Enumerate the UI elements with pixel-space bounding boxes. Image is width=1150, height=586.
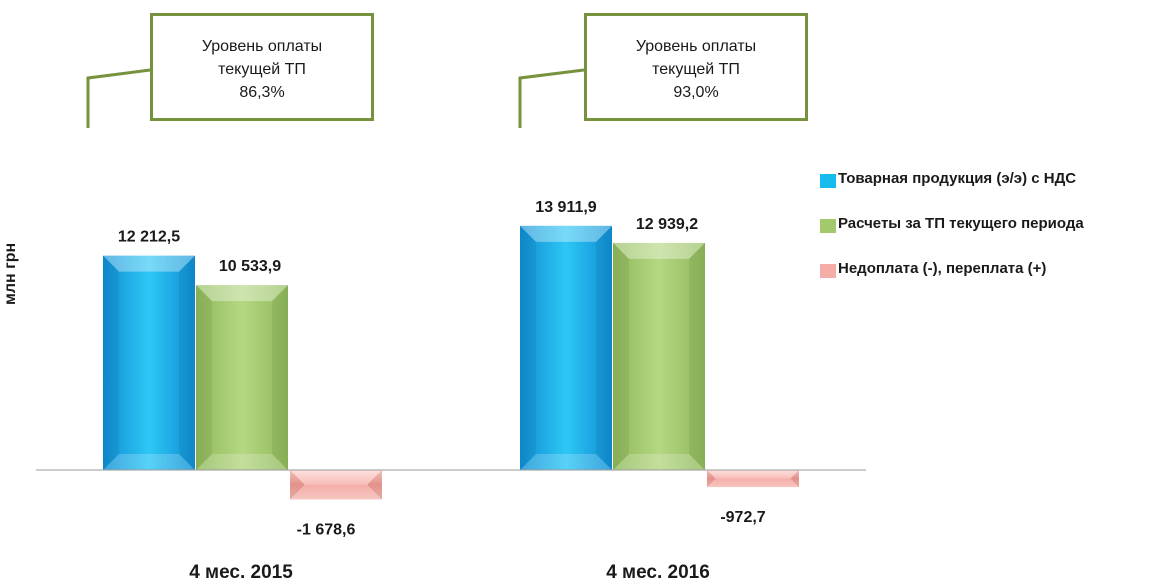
- data-label: 10 533,9: [219, 258, 281, 275]
- bar: [103, 255, 195, 470]
- callout-line: Уровень оплаты: [201, 38, 323, 55]
- legend-swatch: [820, 219, 836, 233]
- legend-label: Товарная продукция (э/э) с НДС: [838, 170, 1077, 187]
- callout-line: текущей ТП: [218, 61, 306, 78]
- bar: [613, 242, 705, 470]
- callout-2015: Уровень оплаты текущей ТП 86,3%: [150, 13, 374, 121]
- callout-leader: [518, 68, 585, 128]
- callout-leader: [86, 68, 151, 128]
- bar: [290, 470, 382, 500]
- callout-leaders: [86, 68, 585, 128]
- data-label: -972,7: [720, 509, 765, 526]
- legend-label: Расчеты за ТП текущего периода: [838, 215, 1084, 232]
- bar: [520, 225, 612, 470]
- y-axis-label: млн грн: [2, 242, 19, 305]
- legend-swatch: [820, 174, 836, 188]
- legend-label: Недоплата (-), переплата (+): [838, 260, 1047, 277]
- x-tick-label: 4 мес. 2016: [606, 562, 710, 583]
- x-tick-label: 4 мес. 2015: [189, 562, 293, 583]
- callout-value: 93,0%: [673, 84, 719, 101]
- callout-2016: Уровень оплаты текущей ТП 93,0%: [584, 13, 808, 121]
- data-label: 13 911,9: [535, 199, 597, 216]
- bar: [707, 470, 799, 488]
- bar: [196, 285, 288, 470]
- data-label: 12 939,2: [636, 216, 698, 233]
- callout-value: 86,3%: [239, 84, 285, 101]
- data-label: 12 212,5: [118, 229, 180, 246]
- callout-line: Уровень оплаты: [635, 38, 757, 55]
- callout-line: текущей ТП: [652, 61, 740, 78]
- legend-swatch: [820, 264, 836, 278]
- data-label: -1 678,6: [297, 521, 356, 538]
